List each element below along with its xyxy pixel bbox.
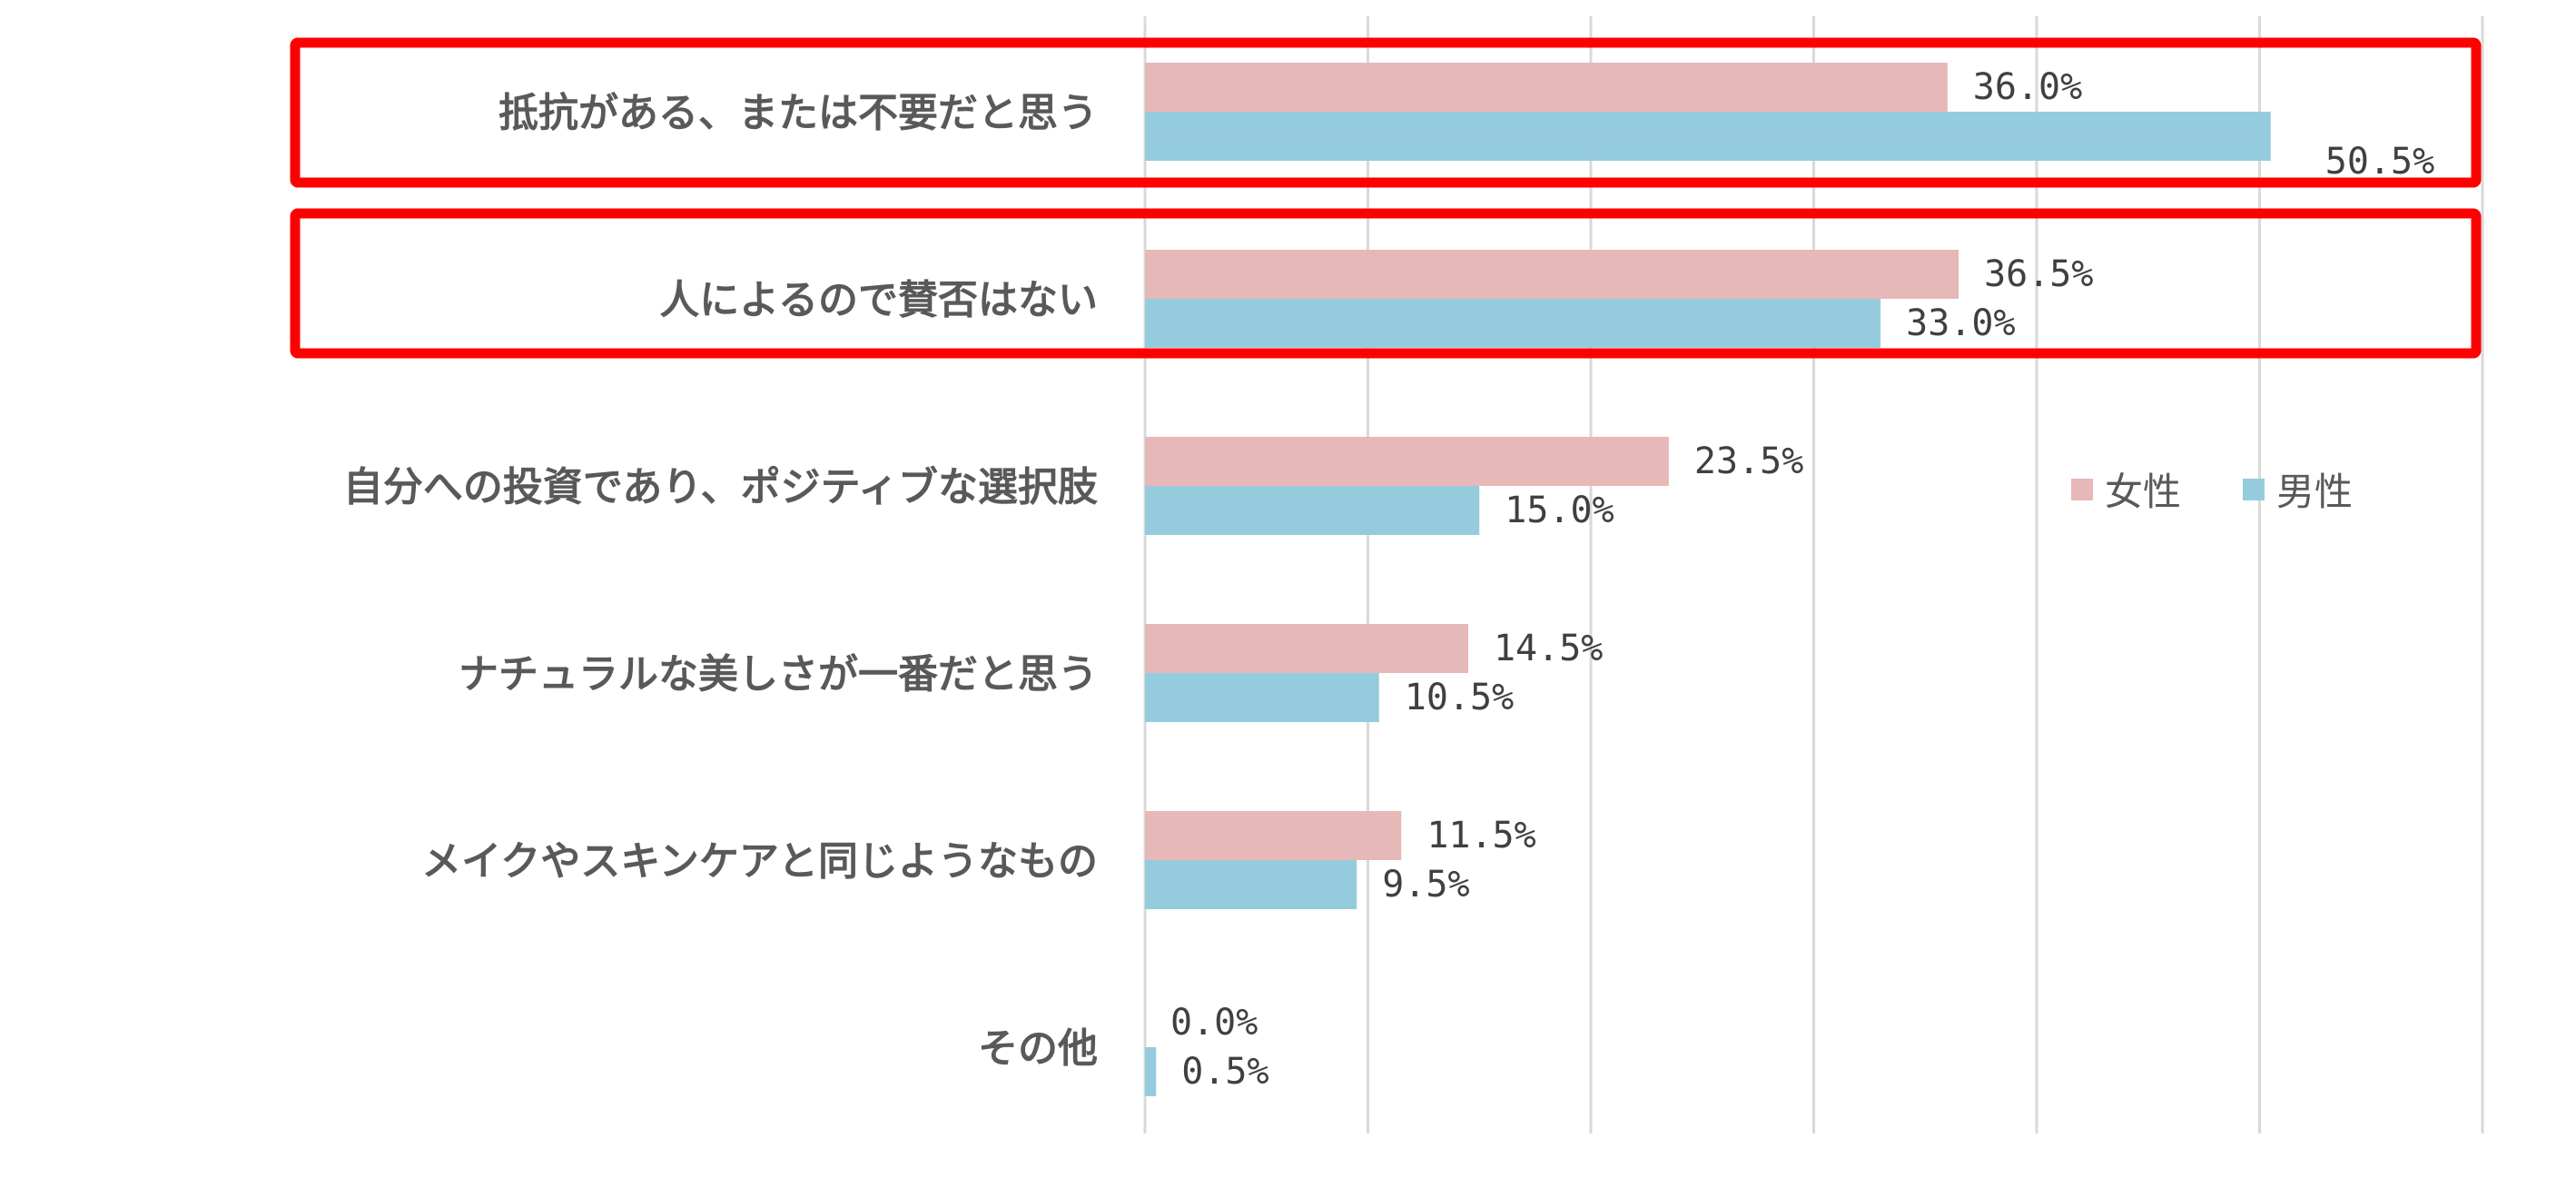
- bar-male: [1145, 486, 1480, 535]
- bar-male: [1145, 299, 1881, 348]
- legend-label-female: 女性: [2105, 470, 2181, 514]
- data-label: 9.5%: [1382, 864, 1469, 906]
- data-label: 0.5%: [1181, 1051, 1268, 1093]
- category-label: 自分への投資であり、ポジティブな選択肢: [343, 464, 1099, 510]
- legend-swatch-female: [2071, 479, 2093, 500]
- bar-male: [1145, 112, 2271, 161]
- data-label: 36.0%: [1973, 66, 2082, 108]
- highlight-box: [290, 208, 2482, 359]
- category-labels: 抵抗がある、または不要だと思う人によるので賛否はない自分への投資であり、ポジティ…: [343, 90, 1099, 1072]
- bars: [1145, 63, 2271, 1096]
- category-label: ナチュラルな美しさが一番だと思う: [459, 651, 1098, 698]
- data-label: 50.5%: [2325, 141, 2434, 183]
- highlight-box: [290, 37, 2482, 188]
- data-label: 0.0%: [1170, 1002, 1258, 1044]
- bar-female: [1145, 624, 1468, 673]
- bar-female: [1145, 250, 1959, 299]
- gridlines: [1143, 16, 2484, 1133]
- data-labels: 36.0% 50.5% 36.5% 33.0% 23.5% 15.0% 14.5% 10.5%…: [1170, 66, 2434, 1093]
- data-label: 10.5%: [1405, 677, 1514, 718]
- legend-label-male: 男性: [2276, 470, 2353, 514]
- data-label: 11.5%: [1426, 815, 1535, 856]
- bar-female: [1145, 63, 1948, 112]
- legend-swatch-male: [2243, 479, 2265, 500]
- category-label: メイクやスキンケアと同じようなもの: [421, 838, 1098, 885]
- category-label: 人によるので賛否はない: [659, 277, 1098, 323]
- data-label: 33.0%: [1906, 302, 2015, 344]
- bar-male: [1145, 860, 1357, 909]
- bar-female: [1145, 811, 1402, 860]
- category-label: 抵抗がある、または不要だと思う: [498, 90, 1098, 136]
- bar-male: [1145, 1047, 1157, 1096]
- data-label: 15.0%: [1505, 490, 1614, 531]
- data-label: 14.5%: [1494, 628, 1603, 669]
- bar-female: [1145, 437, 1669, 486]
- legend: 女性 男性: [2071, 470, 2353, 514]
- highlight-boxes: [290, 37, 2482, 359]
- bar-male: [1145, 673, 1379, 722]
- category-label: その他: [978, 1025, 1098, 1072]
- data-label: 23.5%: [1694, 441, 1803, 482]
- data-label: 36.5%: [1984, 253, 2093, 295]
